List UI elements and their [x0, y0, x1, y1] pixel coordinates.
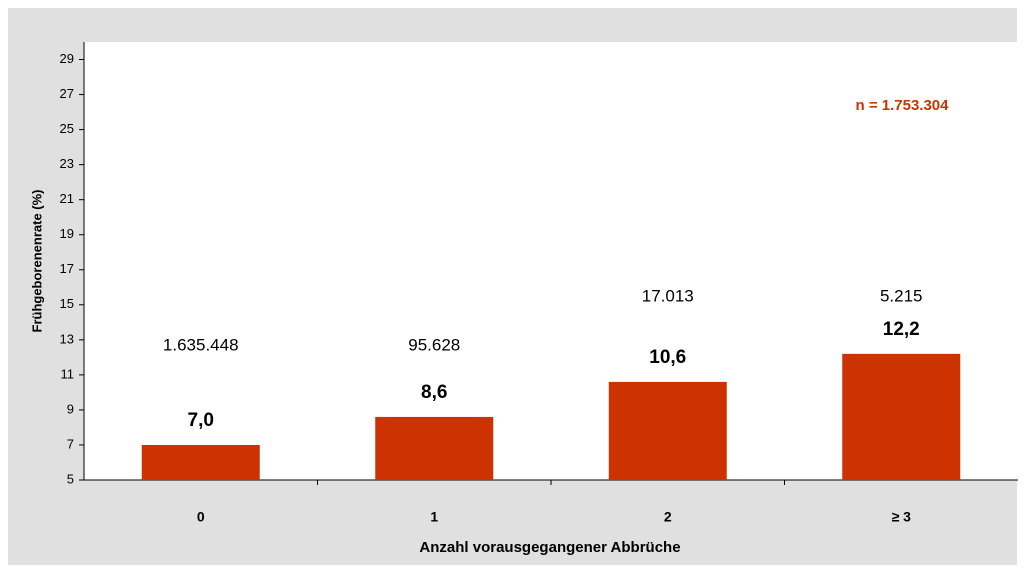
- bar: [141, 444, 260, 480]
- x-tick-label: 0: [197, 509, 205, 525]
- y-tick-label: 15: [60, 296, 74, 311]
- x-axis-title: Anzahl vorausgegangener Abbrüche: [419, 539, 680, 556]
- y-tick-label: 27: [60, 86, 74, 101]
- value-label: 8,6: [421, 382, 447, 403]
- y-tick-label: 13: [60, 331, 74, 346]
- y-tick-label: 9: [67, 401, 74, 416]
- bar: [375, 416, 494, 480]
- bar: [842, 353, 961, 480]
- y-tick-label: 23: [60, 156, 74, 171]
- x-tick-label: 1: [430, 509, 438, 525]
- y-tick-label: 21: [60, 191, 74, 206]
- y-tick-label: 7: [67, 436, 74, 451]
- y-tick-label: 25: [60, 121, 74, 136]
- x-tick-label: ≥ 3: [892, 509, 912, 525]
- bar: [608, 381, 727, 480]
- count-label: 1.635.448: [163, 335, 239, 354]
- count-label: 5.215: [880, 286, 923, 305]
- value-label: 10,6: [649, 347, 686, 368]
- y-tick-label: 17: [60, 261, 74, 276]
- y-tick-label: 19: [60, 226, 74, 241]
- value-label: 12,2: [883, 319, 920, 340]
- value-label: 7,0: [188, 410, 214, 431]
- y-tick-label: 5: [67, 471, 74, 486]
- count-label: 17.013: [642, 286, 694, 305]
- y-tick-label: 11: [61, 366, 75, 381]
- annotation: n = 1.753.304: [856, 97, 950, 114]
- y-axis-title: Frühgeborenenrate (%): [29, 189, 44, 332]
- count-label: 95.628: [408, 335, 460, 354]
- y-tick-label: 29: [60, 51, 74, 66]
- x-tick-label: 2: [664, 509, 672, 525]
